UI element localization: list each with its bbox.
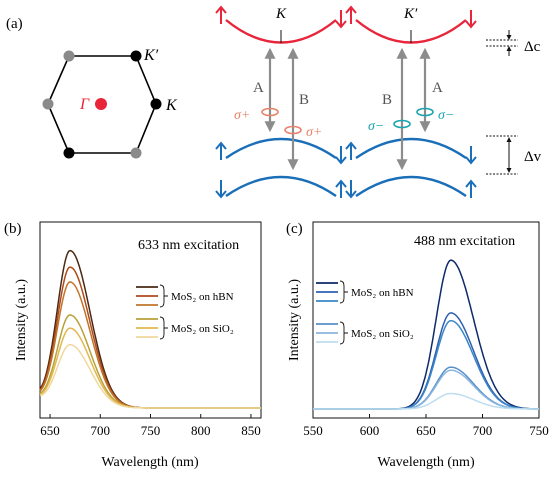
x-tick-label: 700	[91, 423, 111, 438]
legend: MoS₂ on hBN MoS₂ on SiO₂	[316, 280, 414, 345]
spin-up-arrow	[345, 5, 357, 24]
x-axis-label: Wavelength (nm)	[101, 455, 199, 470]
brillouin-zone: Γ K K′	[42, 47, 178, 159]
legend-bracket	[159, 316, 168, 340]
x-tick-label: 800	[191, 423, 211, 438]
spin-down-arrow	[215, 180, 227, 199]
valence-band-lower-k	[225, 175, 337, 197]
legend-label-sio2: MoS₂ on SiO₂	[171, 323, 234, 335]
delta-v-label: Δv	[524, 149, 542, 165]
legend: MoS₂ on hBN MoS₂ on SiO₂	[136, 284, 234, 340]
chart-c: 550 600 650 700 750 488 nm excitation MoS₂ o…	[287, 221, 549, 470]
spin-down-arrow	[345, 180, 357, 199]
series-line	[39, 327, 261, 409]
spin-up-arrow	[465, 179, 477, 198]
sigma-minus-label: σ−	[368, 119, 384, 134]
transition-b-label: B	[382, 92, 392, 108]
series-group	[313, 259, 540, 410]
x-tick-label: 750	[141, 423, 161, 438]
spin-up-arrow	[335, 179, 347, 198]
sigma-minus-icon	[416, 107, 434, 117]
series-line	[313, 392, 539, 410]
legend-bracket	[339, 321, 348, 345]
sigma-minus-icon	[393, 119, 411, 129]
k-point	[150, 98, 162, 110]
legend-label-hbn: MoS₂ on hBN	[351, 287, 414, 299]
spin-down-arrow	[335, 10, 347, 29]
spin-down-arrow	[465, 10, 477, 29]
panel-c-label: (c)	[286, 221, 303, 237]
gamma-label: Γ	[79, 96, 90, 113]
kprime-point	[42, 98, 54, 110]
x-tick-label: 850	[241, 423, 261, 438]
sigma-plus-icon	[261, 107, 279, 117]
annotation: 488 nm excitation	[414, 234, 515, 249]
legend-label-sio2: MoS₂ on SiO₂	[351, 328, 414, 340]
delta-c-label: Δc	[524, 39, 541, 55]
x-tick-label: 750	[529, 423, 549, 438]
spin-up-arrow	[215, 141, 227, 160]
annotation: 633 nm excitation	[138, 238, 239, 253]
transition-a-label: A	[432, 80, 443, 96]
legend-bracket	[339, 280, 348, 304]
valence-band-lower-kprime	[355, 175, 467, 197]
k-label: K	[165, 97, 178, 114]
kprime-point	[130, 50, 142, 62]
valley-kprime-label: K′	[403, 6, 418, 22]
sigma-plus-label: σ+	[234, 108, 250, 123]
valley-k-label: K	[275, 6, 287, 22]
panel-b-label: (b)	[4, 221, 22, 237]
x-axis-label: Wavelength (nm)	[377, 455, 475, 470]
x-ticks: 650 700 750 800 850	[40, 414, 261, 438]
sigma-plus-label: σ+	[306, 125, 322, 140]
y-axis-label: Intensity (a.u.)	[14, 279, 29, 361]
spin-up-arrow	[345, 141, 357, 160]
k-point	[63, 147, 75, 159]
x-tick-label: 650	[416, 423, 436, 438]
band-diagram: K K′ A B σ+ σ+ B A σ− σ−	[215, 5, 542, 199]
kprime-point	[130, 147, 142, 159]
sigma-minus-label: σ−	[438, 108, 454, 123]
legend-label-hbn: MoS₂ on hBN	[171, 291, 234, 303]
transition-a-label: A	[253, 80, 264, 96]
series-line	[313, 319, 540, 410]
valence-band-upper-k	[225, 137, 337, 159]
spin-down-arrow	[465, 146, 477, 165]
chart-b: 650 700 750 800 850 633 nm excitation MoS₂ o…	[14, 221, 262, 470]
gamma-point	[95, 98, 107, 110]
series-line	[39, 343, 261, 409]
spin-up-arrow	[215, 5, 227, 24]
valence-band-upper-kprime	[355, 137, 467, 159]
x-ticks: 550 600 650 700 750	[303, 414, 549, 438]
series-group	[39, 249, 261, 409]
legend-bracket	[159, 284, 168, 308]
x-tick-label: 650	[40, 423, 60, 438]
y-axis-label: Intensity (a.u.)	[287, 279, 302, 361]
x-tick-label: 550	[303, 423, 323, 438]
kprime-point	[63, 50, 75, 62]
x-tick-label: 700	[473, 423, 493, 438]
spin-down-arrow	[335, 146, 347, 165]
kprime-label: K′	[143, 47, 159, 64]
panel-a-label: (a)	[6, 16, 23, 32]
transition-b-label: B	[299, 92, 309, 108]
x-tick-label: 600	[360, 423, 380, 438]
sigma-plus-icon	[284, 125, 302, 135]
series-line	[313, 312, 540, 410]
